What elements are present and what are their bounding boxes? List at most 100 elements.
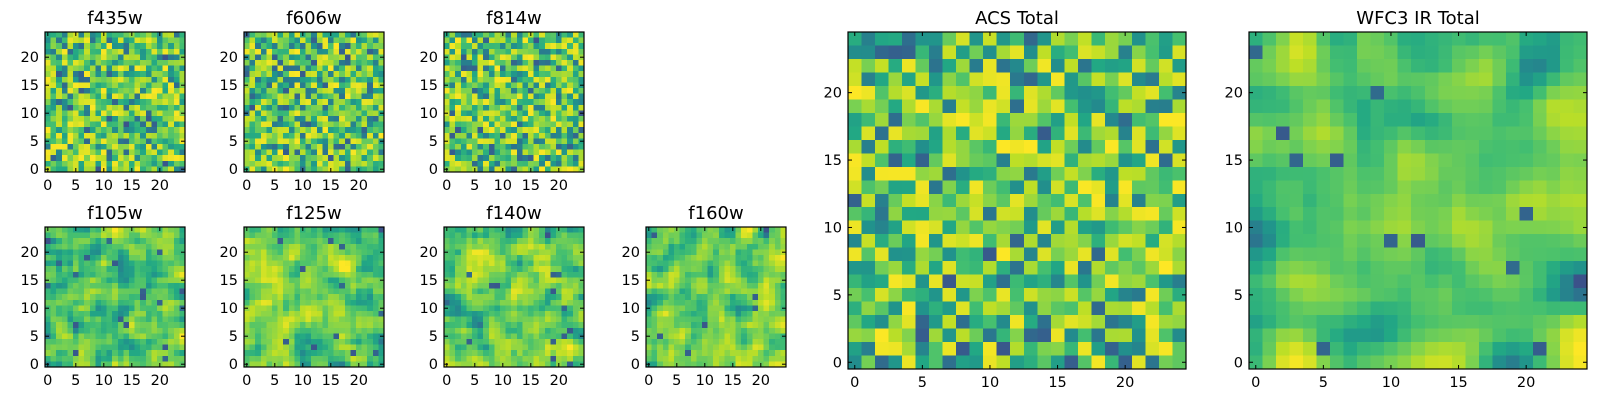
- heatmap-cell: [494, 344, 501, 351]
- heatmap-cell: [173, 322, 180, 329]
- x-tick-label: 5: [71, 178, 80, 194]
- heatmap-cell: [500, 339, 507, 346]
- heatmap-cell: [272, 316, 279, 323]
- heatmap-cell: [651, 355, 658, 362]
- heatmap-cell: [578, 155, 585, 162]
- heatmap-cell: [567, 277, 574, 284]
- heatmap-cell: [483, 166, 490, 173]
- heatmap-cell: [718, 344, 725, 351]
- heatmap-cell: [266, 227, 273, 234]
- heatmap-cell: [378, 355, 385, 362]
- heatmap-cell: [350, 132, 357, 139]
- heatmap-cell: [294, 116, 301, 123]
- heatmap-cell: [344, 322, 351, 329]
- heatmap-cell: [361, 344, 368, 351]
- heatmap-cell: [56, 166, 63, 173]
- heatmap-cell: [84, 227, 91, 234]
- heatmap-cell: [539, 71, 546, 78]
- heatmap-cell: [561, 255, 568, 262]
- heatmap-cell: [134, 121, 141, 128]
- heatmap-cell: [151, 294, 158, 301]
- heatmap-cell: [690, 327, 697, 334]
- heatmap-cell: [472, 355, 479, 362]
- heatmap-cell: [679, 249, 686, 256]
- heatmap-cell: [134, 339, 141, 346]
- heatmap-cell: [179, 255, 186, 262]
- heatmap-cell: [151, 327, 158, 334]
- heatmap-cell: [361, 260, 368, 267]
- heatmap-cell: [112, 88, 119, 95]
- heatmap-cell: [56, 155, 63, 162]
- heatmap-cell: [162, 149, 169, 156]
- heatmap-cell: [277, 271, 284, 278]
- heatmap-cell: [679, 355, 686, 362]
- heatmap-cell: [567, 283, 574, 290]
- heatmap-cell: [361, 54, 368, 61]
- heatmap-cell: [378, 299, 385, 306]
- heatmap-cell: [741, 316, 748, 323]
- heatmap-cell: [288, 88, 295, 95]
- heatmap-cell: [651, 227, 658, 234]
- heatmap-cell: [61, 160, 68, 167]
- heatmap-cell: [56, 43, 63, 50]
- heatmap-cell: [915, 220, 930, 235]
- heatmap-cell: [84, 76, 91, 83]
- heatmap-cell: [249, 104, 256, 111]
- heatmap-cell: [89, 160, 96, 167]
- heatmap-cell: [244, 238, 251, 245]
- heatmap-cell: [500, 350, 507, 357]
- heatmap-cell: [316, 299, 323, 306]
- heatmap-cell: [73, 266, 80, 273]
- heatmap-cell: [367, 249, 374, 256]
- heatmap-cell: [151, 104, 158, 111]
- heatmap-cell: [84, 311, 91, 318]
- heatmap-cell: [151, 116, 158, 123]
- heatmap-cell: [123, 238, 130, 245]
- y-tick-label: 15: [220, 273, 238, 289]
- heatmap-cell: [466, 48, 473, 55]
- heatmap-cell: [707, 299, 714, 306]
- heatmap-cell: [73, 93, 80, 100]
- heatmap-cell: [522, 344, 529, 351]
- heatmap-cell: [539, 48, 546, 55]
- heatmap-cell: [162, 322, 169, 329]
- heatmap-cell: [561, 305, 568, 312]
- heatmap-cell: [915, 193, 930, 208]
- heatmap-cell: [45, 271, 52, 278]
- heatmap-cell: [533, 116, 540, 123]
- heatmap-cell: [162, 277, 169, 284]
- heatmap-cell: [763, 299, 770, 306]
- heatmap-cell: [260, 333, 267, 340]
- heatmap-cell: [378, 339, 385, 346]
- heatmap-cell: [244, 294, 251, 301]
- heatmap-cell: [528, 99, 535, 106]
- heatmap-cell: [718, 243, 725, 250]
- heatmap-cell: [444, 76, 451, 83]
- heatmap-cell: [567, 350, 574, 357]
- heatmap-cell: [752, 238, 759, 245]
- heatmap-cell: [511, 238, 518, 245]
- heatmap-cell: [266, 93, 273, 100]
- heatmap-cell: [572, 361, 579, 368]
- heatmap-cell: [179, 260, 186, 267]
- heatmap-cell: [561, 43, 568, 50]
- heatmap-cell: [311, 294, 318, 301]
- heatmap-cell: [123, 166, 130, 173]
- heatmap-cell: [372, 149, 379, 156]
- heatmap-cell: [651, 299, 658, 306]
- heatmap-cell: [84, 277, 91, 284]
- x-tick-label: 15: [322, 178, 340, 194]
- heatmap-cell: [690, 232, 697, 239]
- x-tick-label: 0: [442, 373, 451, 389]
- heatmap-cell: [272, 355, 279, 362]
- x-tick-label: 15: [522, 373, 540, 389]
- heatmap-cell: [300, 288, 307, 295]
- heatmap-cell: [157, 138, 164, 145]
- heatmap-cell: [344, 361, 351, 368]
- heatmap-cell: [477, 93, 484, 100]
- heatmap-cell: [356, 160, 363, 167]
- axes-frame: [243, 226, 385, 368]
- heatmap-cell: [50, 54, 57, 61]
- heatmap-cell: [249, 60, 256, 67]
- heatmap-cell: [145, 255, 152, 262]
